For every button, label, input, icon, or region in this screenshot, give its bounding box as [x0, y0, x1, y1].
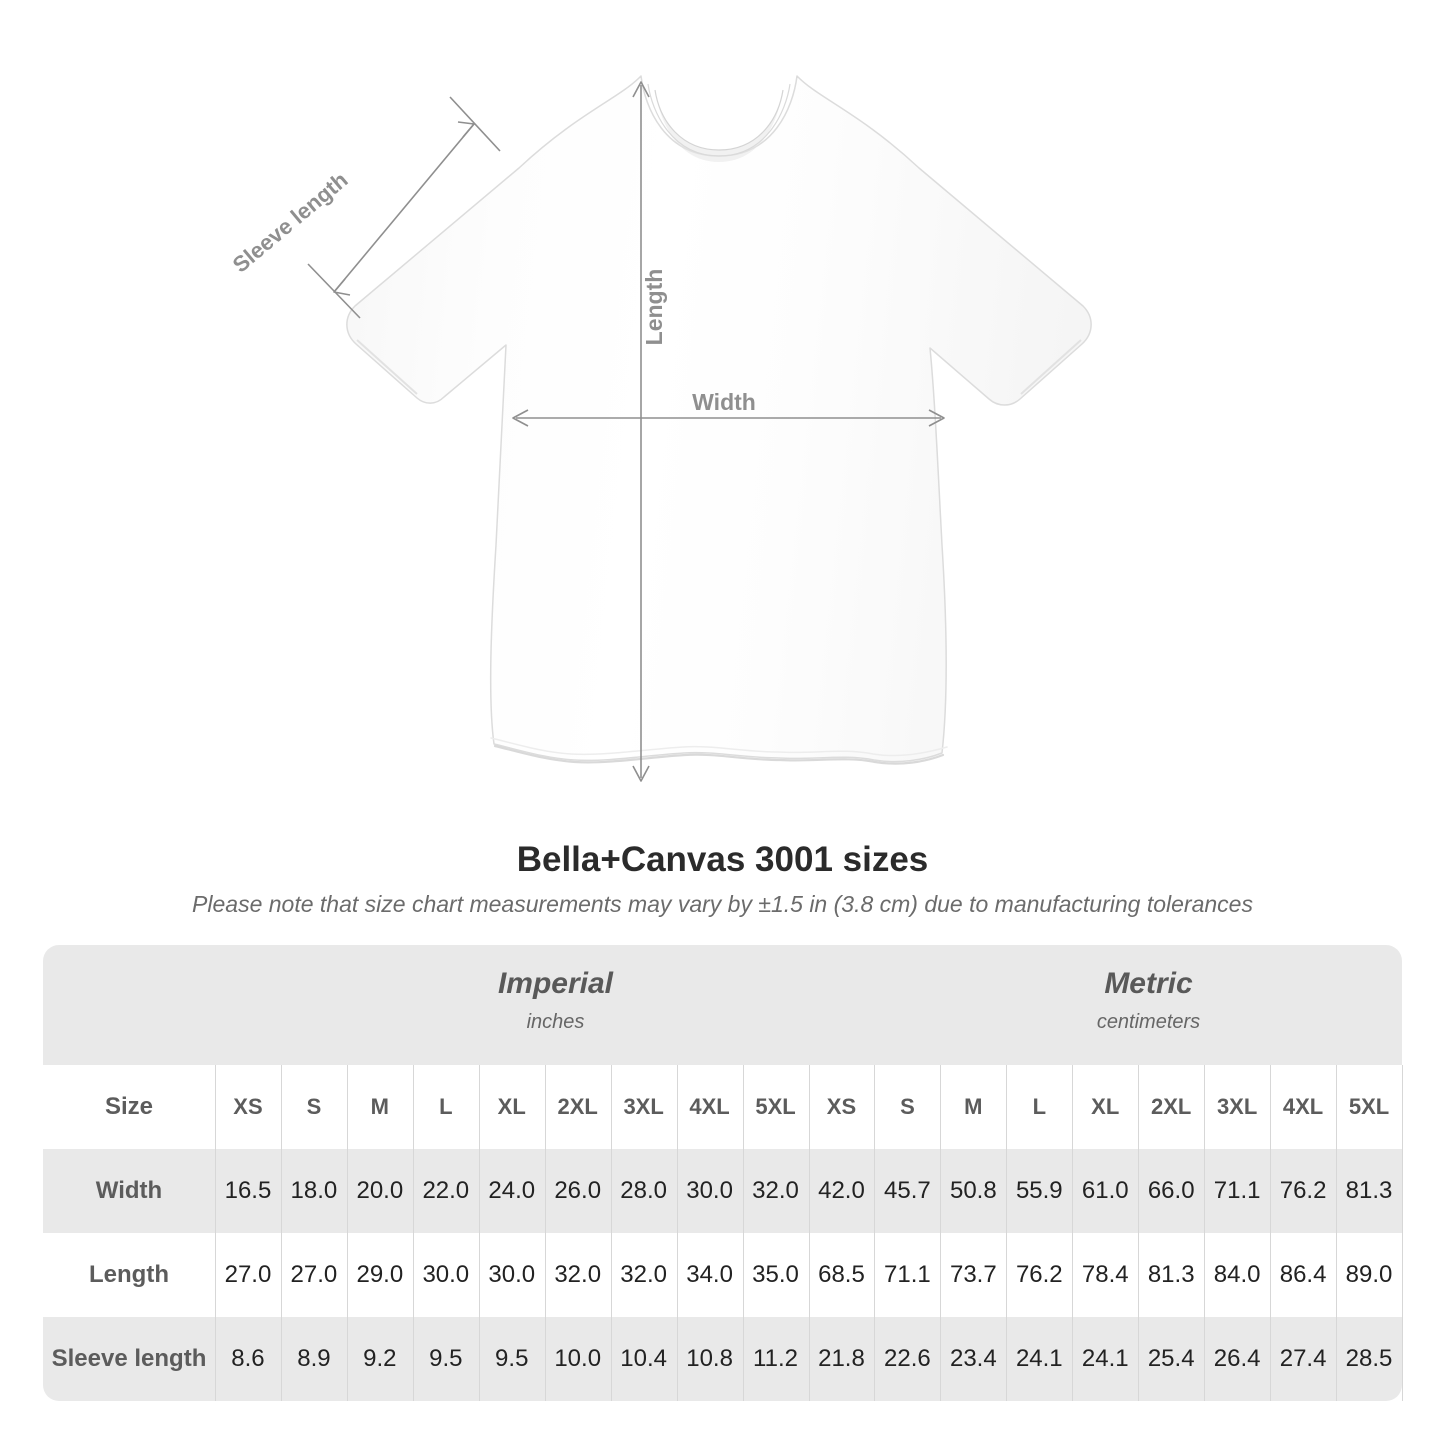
svg-text:Sleeve length: Sleeve length [228, 167, 353, 277]
svg-text:Length: Length [641, 269, 667, 346]
svg-text:Width: Width [692, 389, 756, 415]
